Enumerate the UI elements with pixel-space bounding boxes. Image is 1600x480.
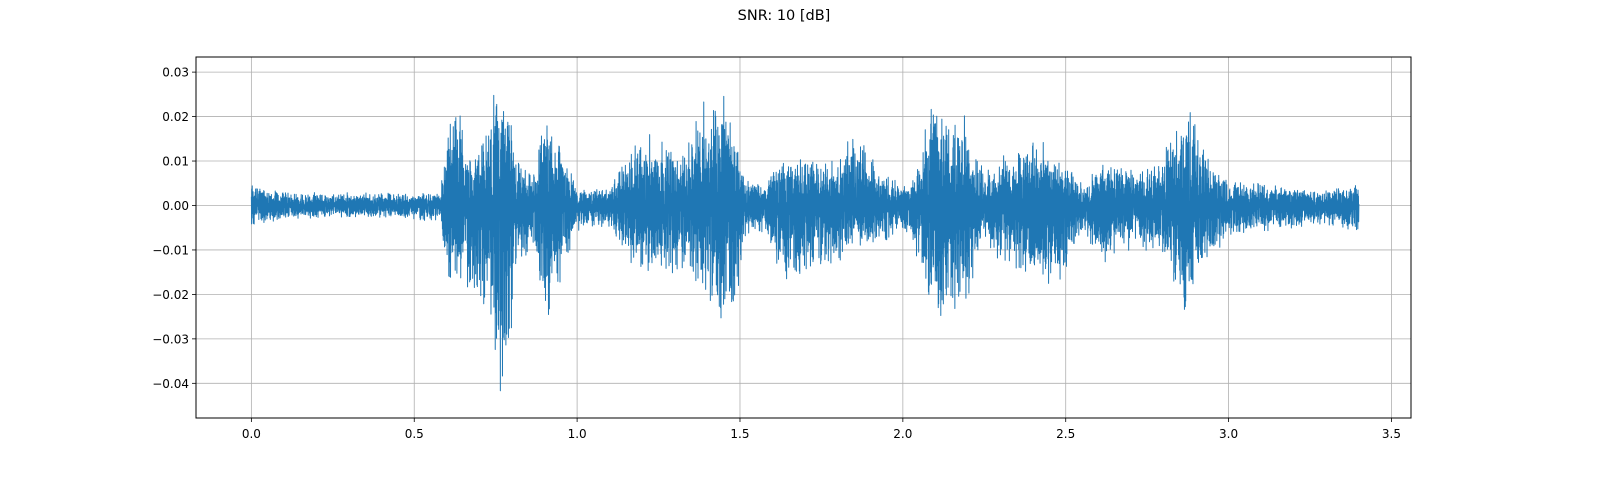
x-tick-label: 1.5 [730,427,749,441]
y-tick-label: −0.03 [152,332,189,346]
x-axis: 0.0 0.5 1.0 1.5 2.0 2.5 3.0 3.5 [242,418,1401,441]
y-tick-label: −0.04 [152,377,189,391]
y-tick-label: 0.01 [162,155,189,169]
y-tick-label: 0.03 [162,66,189,80]
y-tick-label: −0.01 [152,243,189,257]
x-tick-label: 3.0 [1219,427,1238,441]
x-tick-label: 2.0 [893,427,912,441]
axes-frame [195,56,1412,419]
plot-area [250,94,1360,392]
x-tick-label: 0.0 [242,427,261,441]
y-tick-label: 0.02 [162,110,189,124]
x-tick-label: 1.0 [568,427,587,441]
x-tick-label: 3.5 [1382,427,1401,441]
y-tick-label: 0.00 [162,199,189,213]
y-axis: 0.03 0.02 0.01 0.00 −0.01 −0.02 −0.03 −0.04 [152,66,196,391]
chart-title: SNR: 10 [dB] [737,8,831,24]
waveform-line [250,94,1360,392]
y-tick-label: −0.02 [152,288,189,302]
x-tick-label: 2.5 [1056,427,1075,441]
x-tick-label: 0.5 [405,427,424,441]
